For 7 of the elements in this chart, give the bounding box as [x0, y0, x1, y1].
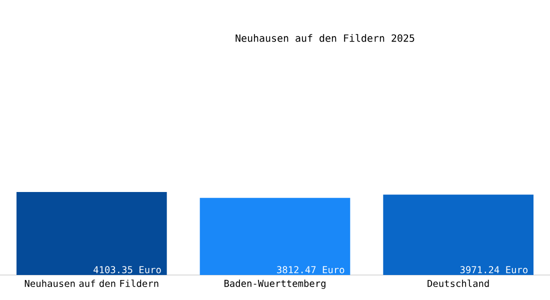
x-tick-label: Neuhausen auf den Fildern	[24, 280, 158, 288]
data-label: 3971.24 Euro	[460, 266, 528, 274]
x-tick-label: Deutschland	[428, 280, 489, 288]
x-tick-label: Baden-Wuerttemberg	[224, 280, 326, 289]
data-label: 4103.35 Euro	[94, 266, 161, 274]
data-label: 3812.47 Euro	[277, 266, 344, 274]
chart-title: Neuhausen auf den Fildern 2025	[236, 34, 414, 42]
